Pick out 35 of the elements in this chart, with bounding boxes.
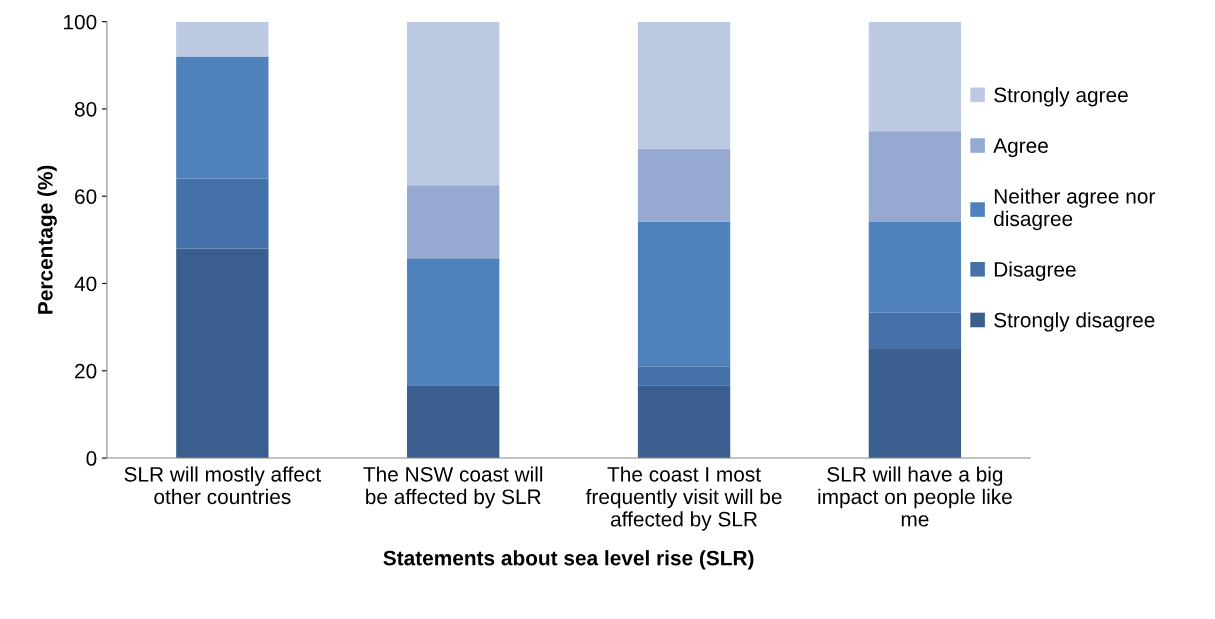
legend-label: Strongly agree [994, 87, 1128, 107]
bar [868, 221, 962, 313]
bar [407, 185, 500, 259]
bar [407, 258, 500, 386]
y-tick-label: 20 [75, 363, 97, 379]
bar [637, 366, 731, 386]
bar [176, 248, 269, 459]
legend-label: Agree [993, 138, 1048, 158]
bar [868, 21, 962, 132]
y-axis-title: Percentage (%) [37, 165, 57, 314]
y-tick-label: 80 [74, 101, 97, 117]
bar [407, 385, 500, 459]
y-tick-label: 60 [75, 189, 97, 204]
x-axis-title: Statements about sea level rise (SLR) [383, 550, 754, 570]
bar [637, 148, 731, 222]
bar [637, 385, 731, 459]
x-tick-label: SLR will mostly affect other countries [124, 466, 321, 505]
bar [176, 178, 269, 249]
legend-label: Strongly disagree [994, 312, 1155, 332]
y-tick-label: 0 [86, 451, 97, 466]
y-tick-label: 100 [64, 14, 97, 30]
bar [868, 312, 962, 349]
bar [176, 56, 269, 179]
x-tick-label: SLR will have a big impact on people like me [818, 466, 1012, 527]
x-tick-label: The NSW coast will be affected by SLR [363, 466, 543, 509]
bar [407, 21, 500, 186]
bar [637, 21, 731, 149]
bar [868, 131, 962, 222]
y-tick-label: 40 [74, 276, 97, 292]
x-tick-label: The coast I most frequently visit will be affected by SLR [585, 466, 782, 531]
legend-label: Neither agree nor disagree [994, 188, 1155, 231]
bar [868, 348, 962, 459]
bar [176, 21, 269, 57]
bar [637, 221, 731, 367]
legend-label: Disagree [994, 261, 1076, 281]
